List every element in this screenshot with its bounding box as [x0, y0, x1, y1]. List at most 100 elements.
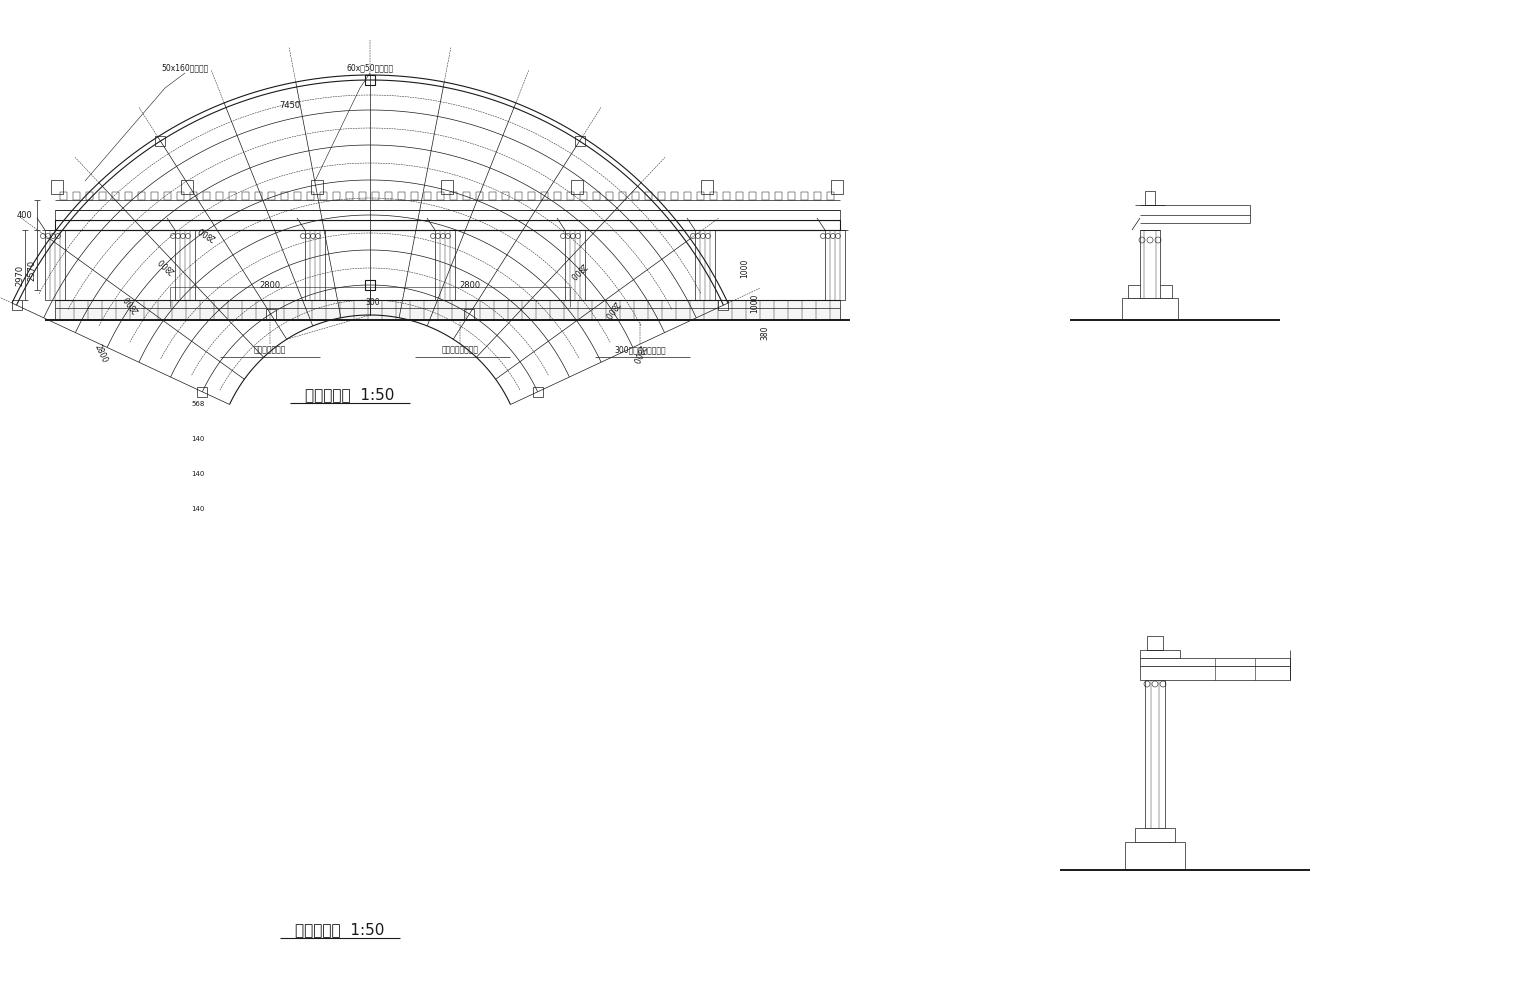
Bar: [229, 192, 237, 200]
Text: 50x160防腐橡木: 50x160防腐橡木: [162, 63, 209, 72]
Text: 2800: 2800: [567, 260, 586, 279]
Bar: [425, 192, 431, 200]
Bar: [695, 230, 715, 300]
Bar: [533, 386, 542, 396]
Text: 2800: 2800: [260, 280, 281, 289]
Bar: [365, 280, 376, 290]
Bar: [710, 192, 718, 200]
Bar: [266, 309, 275, 319]
Text: 300: 300: [365, 298, 380, 307]
Bar: [515, 192, 522, 200]
Bar: [241, 192, 249, 200]
Bar: [215, 192, 223, 200]
Bar: [50, 180, 63, 194]
Bar: [719, 300, 728, 310]
Bar: [831, 180, 843, 194]
Bar: [125, 192, 131, 200]
Bar: [365, 280, 376, 290]
Bar: [137, 192, 145, 200]
Bar: [776, 192, 782, 200]
Bar: [189, 192, 197, 200]
Bar: [528, 192, 534, 200]
Bar: [60, 192, 67, 200]
Bar: [437, 192, 444, 200]
Text: 568: 568: [191, 401, 205, 407]
Bar: [670, 192, 678, 200]
Bar: [307, 192, 315, 200]
Bar: [618, 192, 626, 200]
Bar: [1141, 666, 1290, 680]
Bar: [203, 192, 211, 200]
Bar: [722, 192, 730, 200]
Bar: [441, 180, 454, 194]
Text: 2800: 2800: [197, 224, 218, 242]
Bar: [592, 192, 600, 200]
Text: 7450: 7450: [279, 100, 301, 109]
Bar: [73, 192, 79, 200]
Bar: [1125, 842, 1185, 870]
Bar: [802, 192, 808, 200]
Bar: [554, 192, 560, 200]
Bar: [450, 192, 457, 200]
Bar: [1128, 285, 1173, 298]
Bar: [750, 192, 756, 200]
Bar: [255, 192, 263, 200]
Bar: [1141, 230, 1161, 298]
Bar: [814, 192, 822, 200]
Bar: [632, 192, 638, 200]
Bar: [281, 192, 289, 200]
Bar: [365, 75, 376, 85]
Bar: [305, 230, 325, 300]
Bar: [788, 192, 796, 200]
Bar: [151, 192, 157, 200]
Text: 380: 380: [760, 326, 770, 340]
Text: 2800: 2800: [629, 343, 646, 365]
Bar: [464, 309, 475, 319]
Bar: [574, 136, 585, 146]
Text: 天然水洗石假脚: 天然水洗石假脚: [253, 345, 286, 354]
Bar: [373, 192, 379, 200]
Text: 2800: 2800: [602, 298, 620, 319]
Bar: [55, 300, 840, 320]
Bar: [1141, 658, 1290, 666]
Bar: [825, 230, 844, 300]
Text: 300型横断面内空途下: 300型横断面内空途下: [614, 345, 666, 354]
Bar: [55, 210, 840, 220]
Text: 廊架立面图  1:50: 廊架立面图 1:50: [305, 387, 394, 402]
Bar: [606, 192, 612, 200]
Bar: [55, 220, 840, 230]
Bar: [580, 192, 586, 200]
Bar: [1135, 828, 1174, 842]
Text: 140: 140: [191, 436, 205, 443]
Bar: [182, 180, 192, 194]
Text: 140: 140: [191, 472, 205, 478]
Bar: [333, 192, 341, 200]
Text: 400: 400: [17, 210, 32, 219]
Bar: [295, 192, 301, 200]
Bar: [176, 230, 195, 300]
Bar: [163, 192, 171, 200]
Bar: [1147, 636, 1164, 650]
Bar: [385, 192, 392, 200]
Text: 1000: 1000: [750, 293, 759, 313]
Bar: [399, 192, 405, 200]
Bar: [571, 180, 583, 194]
Bar: [197, 386, 208, 396]
Bar: [44, 230, 66, 300]
Bar: [701, 180, 713, 194]
Bar: [658, 192, 664, 200]
Text: 140: 140: [191, 506, 205, 512]
Bar: [644, 192, 652, 200]
Bar: [86, 192, 93, 200]
Bar: [565, 230, 585, 300]
Text: 2800: 2800: [93, 343, 108, 365]
Text: 2800: 2800: [460, 280, 481, 289]
Bar: [541, 192, 548, 200]
Bar: [1145, 680, 1165, 828]
Bar: [684, 192, 692, 200]
Bar: [99, 192, 105, 200]
Bar: [312, 180, 324, 194]
Bar: [463, 192, 470, 200]
Text: 2570: 2570: [27, 260, 37, 281]
Bar: [359, 192, 366, 200]
